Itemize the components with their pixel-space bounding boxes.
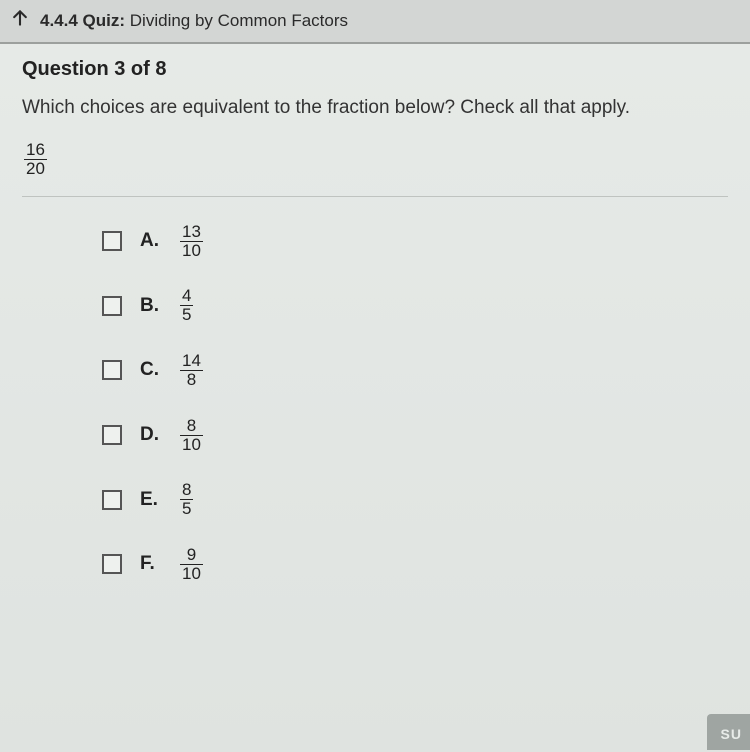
fraction-denominator: 5 — [180, 499, 193, 518]
choice-letter: C. — [140, 359, 162, 381]
back-icon[interactable] — [10, 8, 30, 34]
choice-fraction: 14 8 — [180, 352, 203, 389]
quiz-header: 4.4.4 Quiz: Dividing by Common Factors — [0, 0, 750, 44]
choice-checkbox[interactable] — [102, 554, 122, 574]
choice-row: E. 8 5 — [102, 481, 728, 518]
question-prompt: Which choices are equivalent to the frac… — [22, 97, 728, 119]
choice-fraction: 4 5 — [180, 287, 193, 324]
fraction-numerator: 14 — [180, 352, 203, 370]
choice-row: B. 4 5 — [102, 287, 728, 324]
fraction-numerator: 16 — [24, 141, 47, 159]
choice-letter: A. — [140, 230, 162, 252]
choice-letter: E. — [140, 489, 162, 511]
section-number: 4.4.4 — [40, 11, 78, 30]
choice-row: C. 14 8 — [102, 352, 728, 389]
reference-fraction: 16 20 — [24, 141, 728, 178]
choice-letter: D. — [140, 424, 162, 446]
fraction-denominator: 5 — [180, 305, 193, 324]
question-content: Question 3 of 8 Which choices are equiva… — [0, 44, 750, 752]
choice-row: A. 13 10 — [102, 223, 728, 260]
choice-letter: F. — [140, 553, 162, 575]
fraction-denominator: 8 — [180, 370, 203, 389]
choice-checkbox[interactable] — [102, 360, 122, 380]
header-title: 4.4.4 Quiz: Dividing by Common Factors — [40, 11, 348, 31]
question-counter: Question 3 of 8 — [22, 58, 728, 81]
fraction-numerator: 4 — [180, 287, 193, 305]
section-divider — [22, 196, 728, 197]
choice-fraction: 8 10 — [180, 417, 203, 454]
fraction-denominator: 10 — [180, 241, 203, 260]
choice-fraction: 8 5 — [180, 481, 193, 518]
fraction-denominator: 20 — [24, 159, 47, 178]
choice-row: D. 8 10 — [102, 417, 728, 454]
choice-fraction: 9 10 — [180, 546, 203, 583]
fraction-numerator: 13 — [180, 223, 203, 241]
choice-checkbox[interactable] — [102, 296, 122, 316]
fraction-denominator: 10 — [180, 564, 203, 583]
fraction-numerator: 9 — [180, 546, 203, 564]
quiz-topic: Dividing by Common Factors — [130, 11, 348, 30]
choice-fraction: 13 10 — [180, 223, 203, 260]
choice-checkbox[interactable] — [102, 425, 122, 445]
answer-choices: A. 13 10 B. 4 5 C. 14 8 D. — [22, 223, 728, 583]
fraction-numerator: 8 — [180, 417, 203, 435]
choice-letter: B. — [140, 295, 162, 317]
fraction-numerator: 8 — [180, 481, 193, 499]
choice-checkbox[interactable] — [102, 490, 122, 510]
quiz-label: Quiz: — [83, 11, 126, 30]
choice-checkbox[interactable] — [102, 231, 122, 251]
fraction-denominator: 10 — [180, 435, 203, 454]
choice-row: F. 9 10 — [102, 546, 728, 583]
submit-button[interactable]: SU — [707, 714, 750, 750]
